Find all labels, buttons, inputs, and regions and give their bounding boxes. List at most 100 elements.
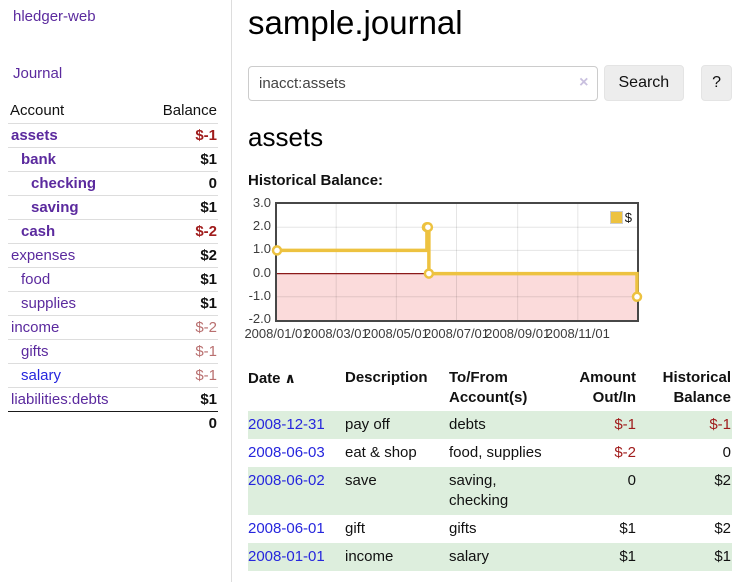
date-link[interactable]: 2008-06-02 bbox=[248, 472, 325, 489]
balance-cell: 0 bbox=[722, 444, 731, 461]
page-title: sample.journal bbox=[248, 4, 463, 41]
y-tick-label: 0.0 bbox=[252, 264, 271, 280]
description-cell: income bbox=[345, 543, 449, 571]
account-balance: $-2 bbox=[141, 315, 218, 340]
amount-cell: $1 bbox=[619, 520, 636, 537]
historical-balance-chart: 3.0 2.0 1.0 0.0 -1.0 -2.0 $ 2008/01/01 2008/03… bbox=[244, 196, 732, 344]
sidebar-account-salary[interactable]: salary bbox=[21, 367, 62, 384]
search-bar: × Search ? bbox=[248, 65, 732, 101]
account-row: bank $1 bbox=[8, 147, 218, 172]
y-tick-label: 2.0 bbox=[252, 218, 271, 234]
x-tick-label: 2008/01/01 bbox=[244, 326, 310, 341]
description-cell: pay off bbox=[345, 411, 449, 439]
chart-title: Historical Balance: bbox=[248, 172, 384, 189]
account-row: supplies $1 bbox=[8, 291, 218, 316]
account-row: liabilities:debts $1 bbox=[8, 387, 218, 412]
accounts-cell: saving, checking bbox=[449, 467, 561, 515]
app-title[interactable]: hledger-web bbox=[13, 8, 96, 25]
clear-search-icon[interactable]: × bbox=[579, 73, 589, 91]
account-balance: $-1 bbox=[141, 363, 218, 388]
account-heading: assets bbox=[248, 122, 324, 152]
table-row: 2008-06-01 gift gifts $1 $2 bbox=[248, 515, 732, 543]
date-link[interactable]: 2008-06-01 bbox=[248, 520, 325, 537]
y-tick-label: -2.0 bbox=[248, 311, 271, 326]
date-link[interactable]: 2008-06-03 bbox=[248, 444, 325, 461]
accounts-column-header-main: To/From Account(s) bbox=[449, 369, 528, 406]
balance-column-header: Balance bbox=[162, 102, 217, 119]
main-content: sample.journal × Search ? assets Histori… bbox=[233, 0, 742, 571]
x-tick-label: 2008/03/01 bbox=[303, 326, 369, 341]
account-balance: 0 bbox=[141, 171, 218, 196]
account-balance: $-1 bbox=[141, 339, 218, 364]
description-cell: eat & shop bbox=[345, 444, 417, 461]
account-row: expenses $2 bbox=[8, 243, 218, 268]
amount-column-header: Amount Out/In bbox=[579, 369, 636, 406]
y-tick-label: 3.0 bbox=[252, 195, 271, 210]
sidebar-item-journal[interactable]: Journal bbox=[13, 65, 63, 82]
accounts-table: Account Balance assets $-1 bank $1 checking 0… bbox=[8, 99, 218, 435]
sidebar-account-income[interactable]: income bbox=[11, 319, 60, 336]
sort-ascending-icon: ∧ bbox=[284, 370, 296, 386]
help-button[interactable]: ? bbox=[701, 65, 732, 101]
sidebar-account-liabilities-debts[interactable]: liabilities:debts bbox=[11, 391, 109, 408]
accounts-cell: food, supplies bbox=[449, 444, 542, 461]
accounts-total-row: 0 bbox=[8, 411, 218, 435]
account-balance: $1 bbox=[141, 387, 218, 412]
account-row: assets $-1 bbox=[8, 123, 218, 148]
account-row: saving $1 bbox=[8, 195, 218, 220]
sidebar-account-food[interactable]: food bbox=[21, 271, 51, 288]
amount-cell: 0 bbox=[561, 467, 637, 515]
account-row: gifts $-1 bbox=[8, 339, 218, 364]
sidebar-account-expenses[interactable]: expenses bbox=[11, 247, 76, 264]
description-column-header: Description bbox=[345, 369, 428, 386]
register-table: Date ∧ Description To/From Account(s) Amo… bbox=[248, 365, 732, 571]
account-row: cash $-2 bbox=[8, 219, 218, 244]
table-row: 2008-01-01 income salary $1 $1 bbox=[248, 543, 732, 571]
register-header-row: Date ∧ Description To/From Account(s) Amo… bbox=[248, 365, 732, 411]
date-link[interactable]: 2008-01-01 bbox=[248, 548, 325, 565]
account-row: food $1 bbox=[8, 267, 218, 292]
balance-column-header-main: Historical Balance bbox=[662, 369, 731, 406]
description-cell: gift bbox=[345, 520, 366, 537]
sidebar-account-saving[interactable]: saving bbox=[31, 199, 79, 216]
y-tick-label: -1.0 bbox=[248, 287, 271, 303]
sidebar-account-checking[interactable]: checking bbox=[31, 175, 97, 192]
sidebar: hledger-web Journal Account Balance asse… bbox=[0, 0, 232, 582]
x-tick-label: 2008/09/01 bbox=[485, 326, 551, 341]
balance-cell: $1 bbox=[637, 543, 732, 571]
date-column-header[interactable]: Date ∧ bbox=[248, 370, 296, 387]
balance-cell: $-1 bbox=[637, 411, 732, 439]
account-row: checking 0 bbox=[8, 171, 218, 196]
sidebar-account-cash[interactable]: cash bbox=[21, 223, 56, 240]
sidebar-account-gifts[interactable]: gifts bbox=[21, 343, 49, 360]
account-balance: $2 bbox=[141, 243, 218, 268]
accounts-cell: debts bbox=[449, 411, 561, 439]
balance-cell: $2 bbox=[637, 467, 732, 515]
account-balance: $-1 bbox=[141, 123, 218, 148]
sidebar-account-assets[interactable]: assets bbox=[11, 127, 58, 144]
balance-cell: $2 bbox=[714, 520, 731, 537]
table-row: 2008-12-31 pay off debts $-1 $-1 bbox=[248, 411, 732, 439]
description-cell: save bbox=[345, 467, 449, 515]
accounts-cell: salary bbox=[449, 543, 561, 571]
y-tick-label: 1.0 bbox=[252, 241, 271, 257]
chart-canvas bbox=[271, 204, 643, 320]
sidebar-account-bank[interactable]: bank bbox=[21, 151, 57, 168]
sidebar-account-supplies[interactable]: supplies bbox=[21, 295, 77, 312]
chart-y-axis-labels: 3.0 2.0 1.0 0.0 -1.0 -2.0 bbox=[248, 196, 271, 325]
account-balance: $1 bbox=[141, 291, 218, 316]
search-input[interactable] bbox=[248, 65, 598, 101]
account-balance: $1 bbox=[141, 147, 218, 172]
search-button[interactable]: Search bbox=[603, 65, 685, 101]
accounts-cell: gifts bbox=[449, 520, 477, 537]
date-link[interactable]: 2008-12-31 bbox=[248, 416, 325, 433]
amount-cell: $-2 bbox=[614, 444, 636, 461]
series-swatch-icon bbox=[609, 211, 623, 224]
table-row: 2008-06-02 save saving, checking 0 $2 bbox=[248, 467, 732, 515]
account-row: salary $-1 bbox=[8, 363, 218, 388]
accounts-total-value: 0 bbox=[141, 411, 218, 435]
account-row: income $-2 bbox=[8, 315, 218, 340]
x-tick-label: 2008/11/01 bbox=[545, 326, 610, 341]
chart-legend: $ bbox=[608, 209, 633, 226]
account-balance: $1 bbox=[141, 195, 218, 220]
